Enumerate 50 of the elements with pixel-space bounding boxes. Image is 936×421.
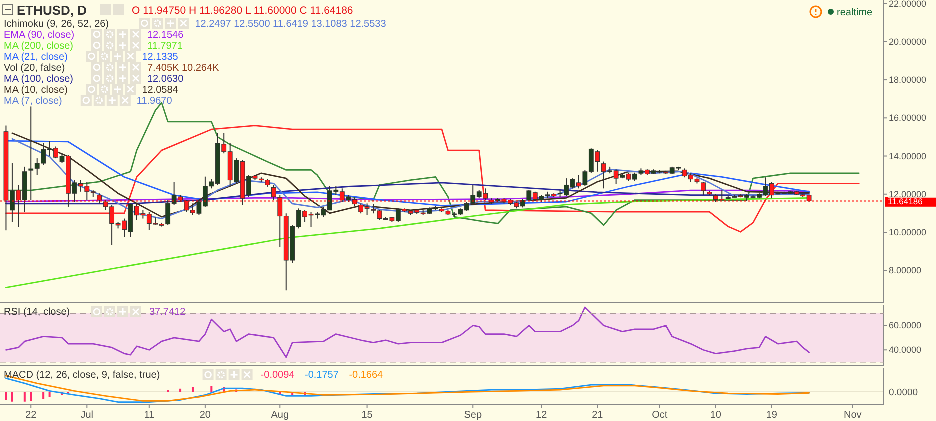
- text: MA (200, close): [4, 41, 74, 52]
- annotation: -0.0094: [260, 370, 296, 381]
- annotation: 11.7971: [148, 41, 184, 52]
- x-tick-label: Jul: [80, 410, 94, 421]
- x-tick-label: Sep: [464, 410, 482, 421]
- annotation: -0.1757: [305, 370, 340, 381]
- x-tick-label: 15: [362, 410, 374, 421]
- annotation: 12.1546: [148, 30, 184, 41]
- annotation: Vol (20, false): [4, 63, 66, 74]
- y-tick-label: 14.00000: [889, 151, 927, 162]
- x-tick-label: 11: [144, 410, 156, 421]
- y-tick-label: 8.00000: [889, 266, 922, 276]
- y-tick-label: 10.00000: [889, 227, 927, 238]
- x-tick-label: Aug: [271, 410, 290, 421]
- annotation: 12.1335: [142, 52, 179, 63]
- x-tick-label: Oct: [652, 410, 668, 421]
- text: MA (10, close): [4, 85, 68, 96]
- x-tick-label: 10: [710, 410, 722, 421]
- y-tick-label: 20.00000: [889, 36, 927, 47]
- annotation: O 11.94750 H 11.96280 L 11.60000 C 11.64186: [132, 5, 354, 17]
- x-tick-label: 20: [200, 410, 212, 421]
- x-tick-label: 21: [592, 410, 604, 421]
- y-tick-label: 22.00000: [889, 0, 927, 9]
- annotation: 12.0584: [142, 85, 179, 96]
- y-tick-label: 40.0000: [889, 345, 922, 356]
- chart-title: ETHUSD, D: [17, 3, 88, 18]
- y-tick-label: 16.00000: [889, 113, 927, 124]
- annotation: 11.9670: [136, 96, 173, 107]
- chart-title: MACD (12, 26, close, 9, false, true): [4, 370, 160, 381]
- chart-title: RSI (14, close): [4, 307, 70, 318]
- annotation: 12.2497 12.5500 11.6419 13.1083 12.5533: [195, 19, 387, 30]
- x-tick-label: 22: [26, 410, 38, 421]
- y-tick-label: 18.00000: [889, 75, 927, 86]
- ref-line-label: 11.64186: [888, 196, 924, 206]
- x-tick-label: 12: [536, 410, 548, 421]
- annotation: 7.405K 10.264K: [148, 63, 220, 74]
- text: MA (100, close): [4, 74, 74, 85]
- annotation: 37.7412: [150, 307, 186, 318]
- annotation: Ichimoku (9, 26, 52, 26): [4, 19, 110, 30]
- annotation: -0.1664: [349, 370, 384, 381]
- text: MA (7, close): [4, 96, 62, 107]
- x-tick-label: 19: [766, 410, 778, 421]
- y-tick-label: 12.00000: [889, 189, 927, 200]
- text: EMA (90, close): [4, 30, 75, 41]
- text: MA (21, close): [4, 52, 68, 63]
- y-tick-label: 60.0000: [889, 320, 922, 331]
- annotation: realtime: [837, 8, 874, 18]
- annotation: 12.0630: [148, 74, 184, 85]
- text: 0.0000: [889, 388, 918, 399]
- x-tick-label: Nov: [844, 410, 862, 421]
